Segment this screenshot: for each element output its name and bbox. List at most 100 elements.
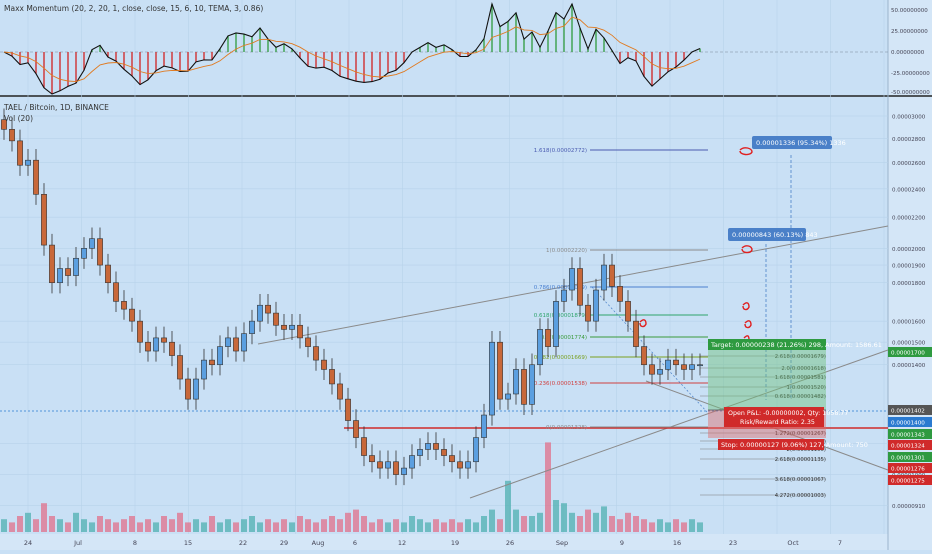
- candle-body[interactable]: [569, 268, 575, 291]
- candle-body[interactable]: [9, 129, 15, 142]
- candle-body[interactable]: [233, 337, 239, 352]
- candle-body[interactable]: [257, 304, 263, 322]
- candle-body[interactable]: [377, 461, 383, 469]
- candle-body[interactable]: [665, 359, 671, 370]
- position-target-box[interactable]: [708, 339, 826, 350]
- candle-body[interactable]: [537, 329, 543, 366]
- candle-body[interactable]: [273, 312, 279, 326]
- candle-body[interactable]: [241, 333, 247, 352]
- candle-body[interactable]: [577, 268, 583, 306]
- candle-body[interactable]: [297, 324, 303, 339]
- mid-projection-box[interactable]: [728, 228, 806, 241]
- candle-body[interactable]: [625, 301, 631, 322]
- candle-body[interactable]: [409, 455, 415, 469]
- position-open-box[interactable]: [724, 407, 824, 427]
- candle-body[interactable]: [417, 449, 423, 456]
- candle-body[interactable]: [697, 364, 703, 367]
- candle-body[interactable]: [73, 257, 79, 276]
- candle-body[interactable]: [657, 369, 663, 375]
- candle-body[interactable]: [641, 346, 647, 366]
- candle-body[interactable]: [217, 346, 223, 366]
- candle-body[interactable]: [505, 393, 511, 400]
- candle-body[interactable]: [353, 420, 359, 438]
- candle-body[interactable]: [425, 443, 431, 450]
- candle-body[interactable]: [209, 359, 215, 366]
- candle-body[interactable]: [185, 378, 191, 400]
- candle-body[interactable]: [97, 238, 103, 266]
- price-tag[interactable]: [888, 440, 932, 450]
- candle-body[interactable]: [489, 341, 495, 416]
- candle-body[interactable]: [681, 364, 687, 370]
- candle-body[interactable]: [41, 194, 47, 246]
- candle-body[interactable]: [465, 461, 471, 469]
- candle-body[interactable]: [593, 289, 599, 322]
- candle-body[interactable]: [49, 244, 55, 284]
- candle-body[interactable]: [105, 264, 111, 284]
- price-tag[interactable]: [888, 452, 932, 462]
- candle-body[interactable]: [545, 329, 551, 347]
- candle-body[interactable]: [361, 437, 367, 456]
- candle-body[interactable]: [265, 304, 271, 314]
- candle-body[interactable]: [385, 461, 391, 469]
- indicator-title[interactable]: Maxx Momentum (20, 2, 20, 1, close, clos…: [4, 4, 263, 13]
- candle-body[interactable]: [473, 437, 479, 463]
- candle-body[interactable]: [169, 341, 175, 356]
- candle-body[interactable]: [65, 268, 71, 276]
- candle-body[interactable]: [497, 341, 503, 400]
- candle-body[interactable]: [201, 359, 207, 380]
- candle-body[interactable]: [369, 455, 375, 463]
- candle-body[interactable]: [129, 308, 135, 322]
- symbol-title[interactable]: TAEL / Bitcoin, 1D, BINANCE: [3, 103, 109, 112]
- candle-body[interactable]: [249, 320, 255, 334]
- candle-body[interactable]: [449, 455, 455, 463]
- candle-body[interactable]: [633, 320, 639, 347]
- candle-body[interactable]: [225, 337, 231, 347]
- candle-body[interactable]: [601, 264, 607, 291]
- volume-label[interactable]: Vol (20): [4, 114, 33, 123]
- price-tag[interactable]: [888, 417, 932, 427]
- candle-body[interactable]: [513, 369, 519, 395]
- candle-body[interactable]: [17, 140, 23, 166]
- candle-body[interactable]: [609, 264, 615, 287]
- target-projection-box[interactable]: [752, 136, 832, 149]
- candle-body[interactable]: [145, 341, 151, 352]
- candle-body[interactable]: [137, 320, 143, 343]
- candle-body[interactable]: [81, 248, 87, 259]
- candle-body[interactable]: [113, 282, 119, 302]
- candle-body[interactable]: [321, 359, 327, 370]
- candle-body[interactable]: [481, 414, 487, 438]
- price-tag[interactable]: [888, 347, 932, 357]
- candle-body[interactable]: [585, 304, 591, 322]
- candle-body[interactable]: [673, 359, 679, 366]
- candle-body[interactable]: [161, 337, 167, 343]
- candle-body[interactable]: [401, 467, 407, 475]
- candle-body[interactable]: [33, 159, 39, 195]
- price-tag[interactable]: [888, 429, 932, 439]
- candle-body[interactable]: [649, 364, 655, 375]
- candle-body[interactable]: [305, 337, 311, 347]
- candle-body[interactable]: [393, 461, 399, 475]
- candle-body[interactable]: [329, 369, 335, 385]
- candle-body[interactable]: [89, 238, 95, 249]
- price-tag[interactable]: [888, 405, 932, 415]
- candle-body[interactable]: [313, 346, 319, 361]
- candle-body[interactable]: [617, 286, 623, 302]
- position-stop-box[interactable]: [718, 439, 824, 450]
- candle-body[interactable]: [433, 443, 439, 450]
- price-tag[interactable]: [888, 475, 932, 485]
- candle-body[interactable]: [529, 364, 535, 405]
- price-tag[interactable]: [888, 463, 932, 473]
- candle-body[interactable]: [281, 324, 287, 330]
- candle-body[interactable]: [521, 369, 527, 405]
- candle-body[interactable]: [561, 289, 567, 302]
- candle-body[interactable]: [337, 383, 343, 400]
- candle-body[interactable]: [553, 301, 559, 347]
- candle-body[interactable]: [177, 355, 183, 380]
- candle-body[interactable]: [345, 398, 351, 421]
- candle-body[interactable]: [121, 301, 127, 310]
- candle-body[interactable]: [441, 449, 447, 456]
- candle-body[interactable]: [57, 268, 63, 284]
- candle-body[interactable]: [193, 378, 199, 400]
- candle-body[interactable]: [457, 461, 463, 469]
